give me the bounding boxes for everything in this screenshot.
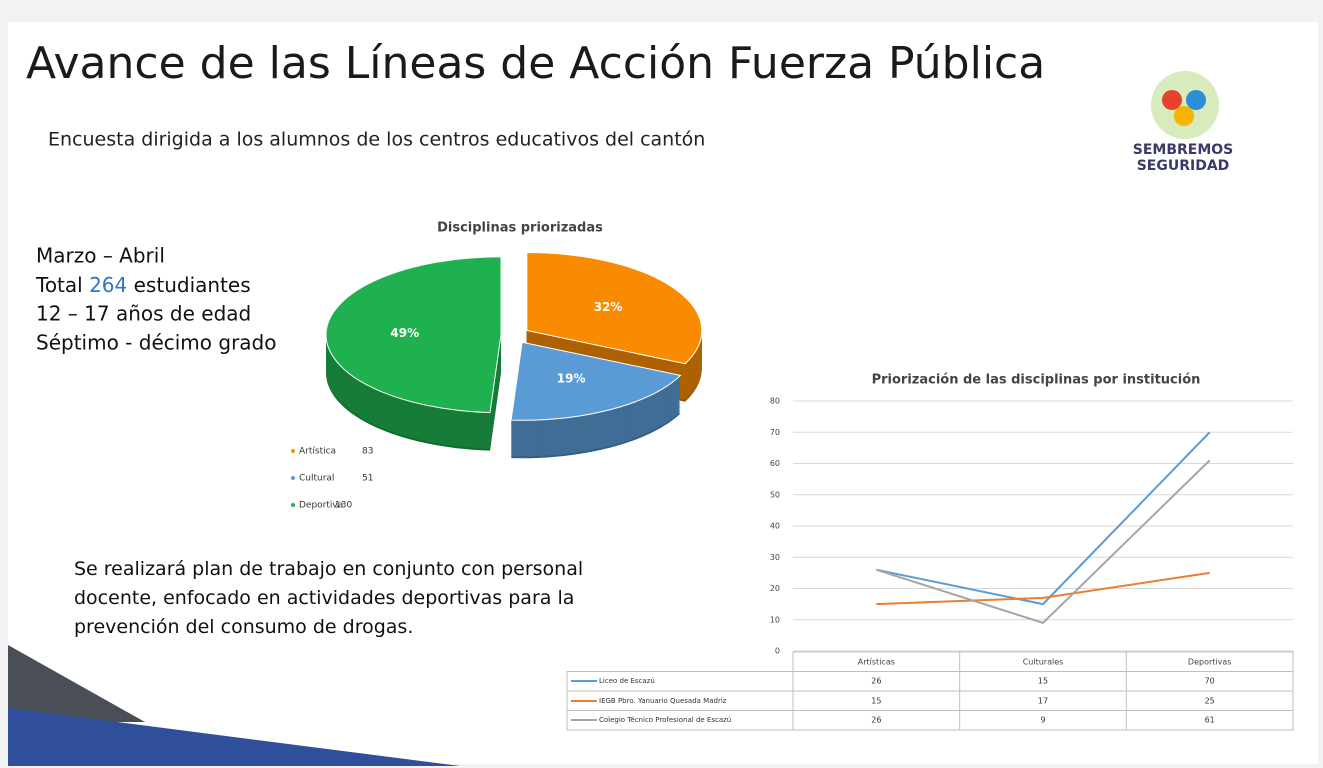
- series-line: [876, 459, 1211, 625]
- legend-count: 130: [335, 501, 352, 511]
- title: Avance de las Líneas de Acción Fuerza Pú…: [26, 38, 1045, 89]
- logo-text: SEMBREMOS: [1133, 142, 1234, 158]
- series-line: [876, 431, 1211, 606]
- table-value: 26: [871, 677, 881, 686]
- logo-icon: [1174, 106, 1194, 126]
- note-box: Se realizará plan de trabajo en conjunto…: [74, 558, 584, 638]
- logo: SEMBREMOS SEGURIDAD: [1133, 71, 1234, 174]
- table-value: 26: [871, 716, 881, 725]
- pie-slice: [325, 256, 502, 414]
- table-value: 61: [1205, 716, 1215, 725]
- logo-icon: [1186, 90, 1206, 110]
- series-line: [876, 571, 1210, 606]
- y-tick-label: 30: [770, 553, 780, 562]
- slice-label: 19%: [557, 372, 586, 386]
- slice-label: 49%: [390, 326, 419, 340]
- info-line: Séptimo - décimo grado: [36, 331, 276, 355]
- x-tick-label: Deportivas: [1188, 658, 1232, 667]
- x-tick-label: Artísticas: [858, 658, 895, 667]
- subtitle: Encuesta dirigida a los alumnos de los c…: [48, 129, 705, 151]
- decoration: [8, 708, 460, 766]
- y-tick-label: 50: [770, 490, 780, 499]
- legend-count: 83: [362, 447, 373, 457]
- info-line: Total 264 estudiantes: [35, 273, 251, 297]
- table-value: 9: [1040, 716, 1045, 725]
- legend-marker: [291, 476, 295, 480]
- y-tick-label: 40: [770, 522, 780, 531]
- logo-text: SEGURIDAD: [1137, 158, 1230, 174]
- note: Se realizará plan de trabajo en conjunto…: [74, 558, 584, 638]
- pie-slice: [526, 251, 703, 365]
- legend-label: Deportiva: [299, 501, 343, 511]
- table-value: 15: [871, 697, 881, 706]
- info-text: estudiantes: [134, 273, 251, 297]
- pie-slice: [510, 341, 682, 421]
- y-tick-label: 20: [770, 584, 780, 593]
- table-value: 15: [1038, 677, 1048, 686]
- info-line: 12 – 17 años de edad: [36, 302, 251, 326]
- y-tick-label: 60: [770, 459, 780, 468]
- y-tick-label: 80: [770, 397, 780, 406]
- decoration: [8, 645, 145, 722]
- legend-label: Artística: [299, 447, 336, 457]
- table-value: 70: [1205, 677, 1215, 686]
- chart-title: Priorización de las disciplinas por inst…: [872, 373, 1201, 388]
- y-tick-label: 10: [770, 615, 780, 624]
- info-total: 264: [89, 273, 127, 297]
- table-value: 25: [1205, 697, 1215, 706]
- legend-marker: [291, 503, 295, 507]
- logo-icon: [1151, 71, 1219, 139]
- legend-label: Colegio Técnico Profesional de Escazú: [599, 716, 731, 724]
- y-tick-label: 70: [770, 428, 780, 437]
- legend-label: Cultural: [299, 474, 334, 484]
- legend-label: Liceo de Escazú: [599, 677, 655, 685]
- y-tick-label: 0: [775, 647, 780, 656]
- slice-label: 32%: [594, 300, 623, 314]
- info-text: Total: [35, 273, 83, 297]
- table-value: 17: [1038, 697, 1048, 706]
- legend-count: 51: [362, 474, 373, 484]
- x-tick-label: Culturales: [1023, 658, 1064, 667]
- legend-label: IEGB Pbro. Yanuario Quesada Madriz: [599, 697, 727, 705]
- legend-marker: [291, 449, 295, 453]
- info-line: Marzo – Abril: [36, 244, 165, 268]
- logo-icon: [1162, 90, 1182, 110]
- info: Marzo – Abril Total 264 estudiantes 12 –…: [35, 244, 276, 355]
- chart-title: Disciplinas priorizadas: [437, 221, 603, 236]
